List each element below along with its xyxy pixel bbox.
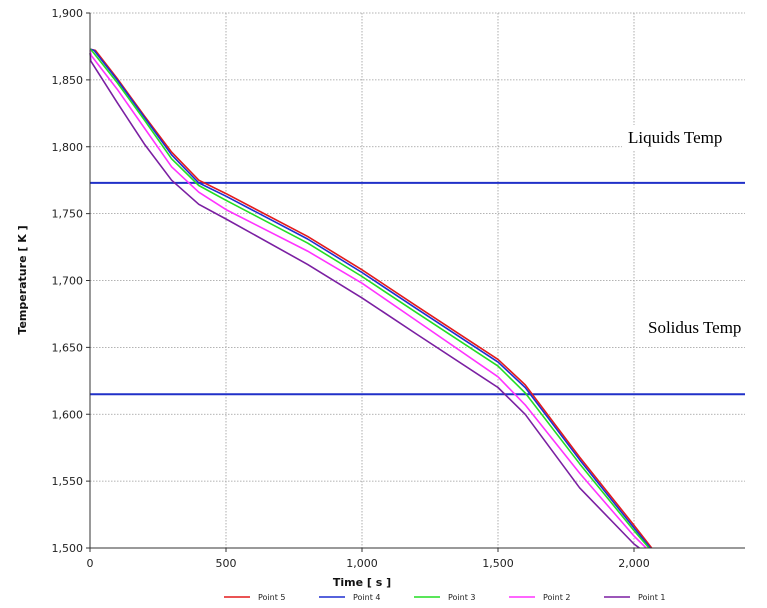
legend: Point 5 Point 4 Point 3 Point 2 Point 1: [224, 593, 666, 602]
series-line: [89, 50, 647, 549]
tick-labels: 1,500 1,550 1,600 1,650 1,700 1,750 1,800 1,850…: [52, 7, 650, 570]
x-tick-label: 1,500: [482, 557, 514, 570]
annotation-background: [622, 125, 750, 151]
x-tick-label: 0: [87, 557, 94, 570]
series-line: [89, 48, 650, 549]
legend-label: Point 2: [543, 593, 571, 602]
series-lines: [89, 48, 653, 549]
y-axis-title: Temperature [ K ]: [16, 225, 29, 334]
y-tick-label: 1,800: [52, 141, 84, 154]
grid: [89, 12, 745, 549]
x-tick-label: 2,000: [618, 557, 650, 570]
x-tick-label: 500: [216, 557, 237, 570]
y-tick-label: 1,500: [52, 542, 84, 555]
y-tick-label: 1,700: [52, 275, 84, 288]
annotations: Liquids Temp Solidus Temp: [622, 125, 767, 341]
x-axis-title: Time [ s ]: [333, 576, 391, 589]
series-line: [89, 48, 651, 549]
reference-lines: [90, 181, 745, 396]
y-tick-label: 1,600: [52, 408, 84, 421]
legend-label: Point 4: [353, 593, 381, 602]
series-line: [89, 53, 640, 549]
annotation-background: [642, 315, 767, 341]
y-tick-label: 1,550: [52, 475, 84, 488]
legend-label: Point 3: [448, 593, 476, 602]
reference-line-label: Solidus Temp: [648, 318, 741, 337]
legend-label: Point 1: [638, 593, 666, 602]
y-tick-label: 1,900: [52, 7, 84, 20]
reference-line-label: Liquids Temp: [628, 128, 722, 147]
y-tick-label: 1,650: [52, 341, 84, 354]
series-line: [89, 48, 653, 549]
y-tick-label: 1,750: [52, 208, 84, 221]
x-tick-label: 1,000: [346, 557, 378, 570]
legend-label: Point 5: [258, 593, 286, 602]
y-tick-label: 1,850: [52, 74, 84, 87]
